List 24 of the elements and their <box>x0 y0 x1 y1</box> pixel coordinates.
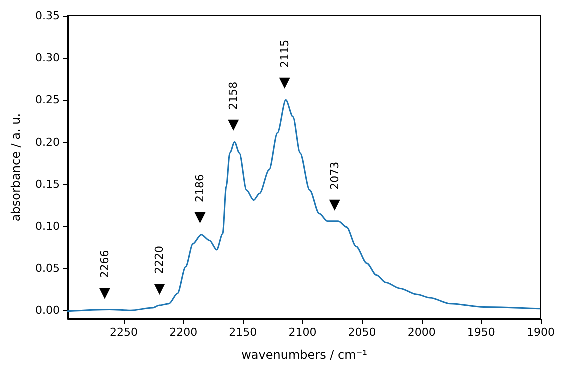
y-tick-label: 0.20 <box>36 136 60 149</box>
annotation: 2158 <box>227 82 240 110</box>
y-tick-label: 0.25 <box>36 94 60 107</box>
y-tick-label: 0.00 <box>36 304 60 318</box>
x-tick-label: 2250 <box>110 326 138 339</box>
annotation: 2186 <box>194 174 207 202</box>
x-tick-label: 2100 <box>288 326 317 339</box>
annotation: 2220 <box>153 246 166 274</box>
x-tick-label: 2150 <box>229 326 258 339</box>
x-tick-label: 2050 <box>348 326 376 339</box>
y-tick-label: 0.35 <box>36 10 60 22</box>
annotation: 2073 <box>328 162 342 190</box>
x-tick-label: 2000 <box>408 326 436 339</box>
y-tick-label: 0.10 <box>36 220 60 233</box>
x-tick-label: 2200 <box>170 326 198 339</box>
x-axis-title: wavenumbers / cm⁻¹ <box>242 348 368 362</box>
y-tick-label: 0.30 <box>36 52 60 65</box>
y-tick-label: 0.15 <box>36 178 60 191</box>
x-tick-label: 1950 <box>467 326 496 339</box>
y-axis-title: absorbance / a. u. <box>9 113 23 222</box>
annotation: 2266 <box>98 250 112 278</box>
x-tick-label: 1900 <box>527 326 555 339</box>
annotation: 2115 <box>278 40 292 68</box>
y-tick-label: 0.05 <box>36 262 60 275</box>
